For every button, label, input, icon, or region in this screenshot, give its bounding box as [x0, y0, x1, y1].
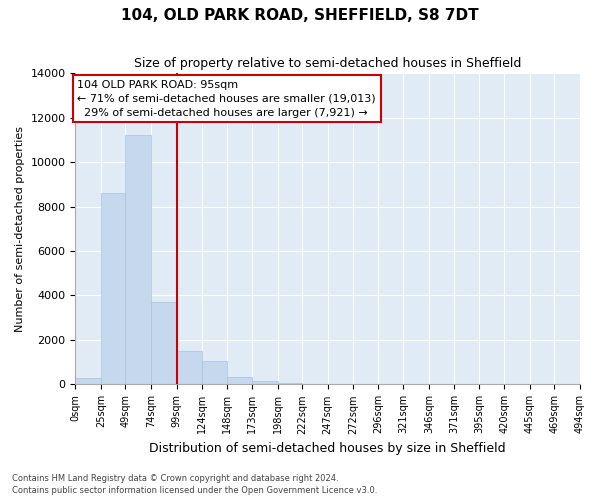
- Text: Contains HM Land Registry data © Crown copyright and database right 2024.
Contai: Contains HM Land Registry data © Crown c…: [12, 474, 377, 495]
- X-axis label: Distribution of semi-detached houses by size in Sheffield: Distribution of semi-detached houses by …: [149, 442, 506, 455]
- Bar: [101, 193, 125, 384]
- Bar: [176, 351, 202, 384]
- Y-axis label: Number of semi-detached properties: Number of semi-detached properties: [15, 126, 25, 332]
- Bar: [252, 381, 278, 384]
- Bar: [76, 378, 101, 384]
- Title: Size of property relative to semi-detached houses in Sheffield: Size of property relative to semi-detach…: [134, 58, 521, 70]
- Bar: [202, 361, 227, 384]
- Bar: [227, 376, 252, 384]
- Text: 104, OLD PARK ROAD, SHEFFIELD, S8 7DT: 104, OLD PARK ROAD, SHEFFIELD, S8 7DT: [121, 8, 479, 22]
- Bar: [125, 136, 151, 384]
- Text: 104 OLD PARK ROAD: 95sqm
← 71% of semi-detached houses are smaller (19,013)
  29: 104 OLD PARK ROAD: 95sqm ← 71% of semi-d…: [77, 80, 376, 118]
- Bar: [151, 302, 176, 384]
